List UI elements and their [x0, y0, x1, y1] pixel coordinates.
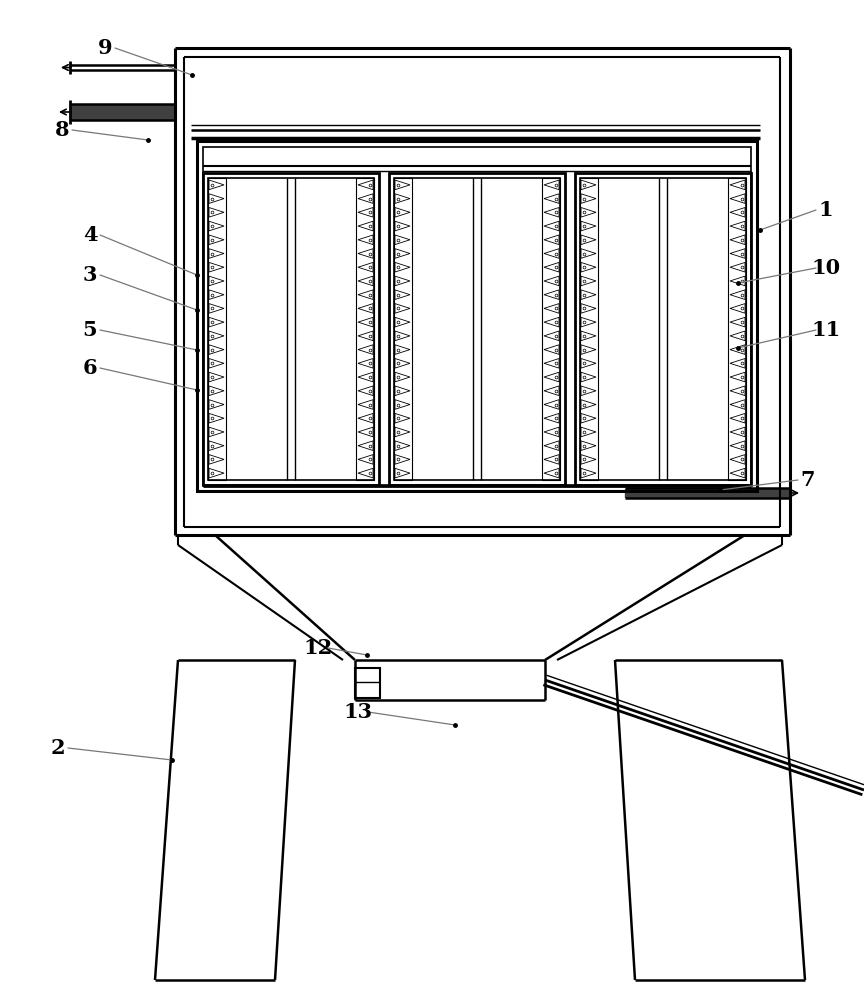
Text: 8: 8	[54, 120, 69, 140]
Bar	[355, 668, 380, 698]
Text: 13: 13	[343, 702, 372, 722]
Bar	[203, 147, 751, 485]
Text: 11: 11	[811, 320, 841, 340]
Bar	[389, 173, 565, 485]
Bar	[542, 178, 560, 480]
Text: 2: 2	[51, 738, 66, 758]
Text: 5: 5	[83, 320, 98, 340]
Text: 6: 6	[83, 358, 98, 378]
Bar	[356, 178, 374, 480]
Bar	[728, 178, 746, 480]
Bar	[394, 178, 412, 480]
Text: 1: 1	[819, 200, 833, 220]
Bar	[575, 173, 751, 485]
Text: 9: 9	[98, 38, 112, 58]
Bar	[580, 178, 598, 480]
Bar	[208, 178, 226, 480]
Bar	[203, 173, 379, 485]
Text: 10: 10	[811, 258, 841, 278]
Bar	[394, 178, 560, 480]
Bar	[197, 141, 757, 491]
Text: 3: 3	[83, 265, 98, 285]
Bar	[208, 178, 374, 480]
Text: 12: 12	[303, 638, 333, 658]
Text: 7: 7	[801, 470, 816, 490]
Text: 4: 4	[83, 225, 98, 245]
Bar	[580, 178, 746, 480]
